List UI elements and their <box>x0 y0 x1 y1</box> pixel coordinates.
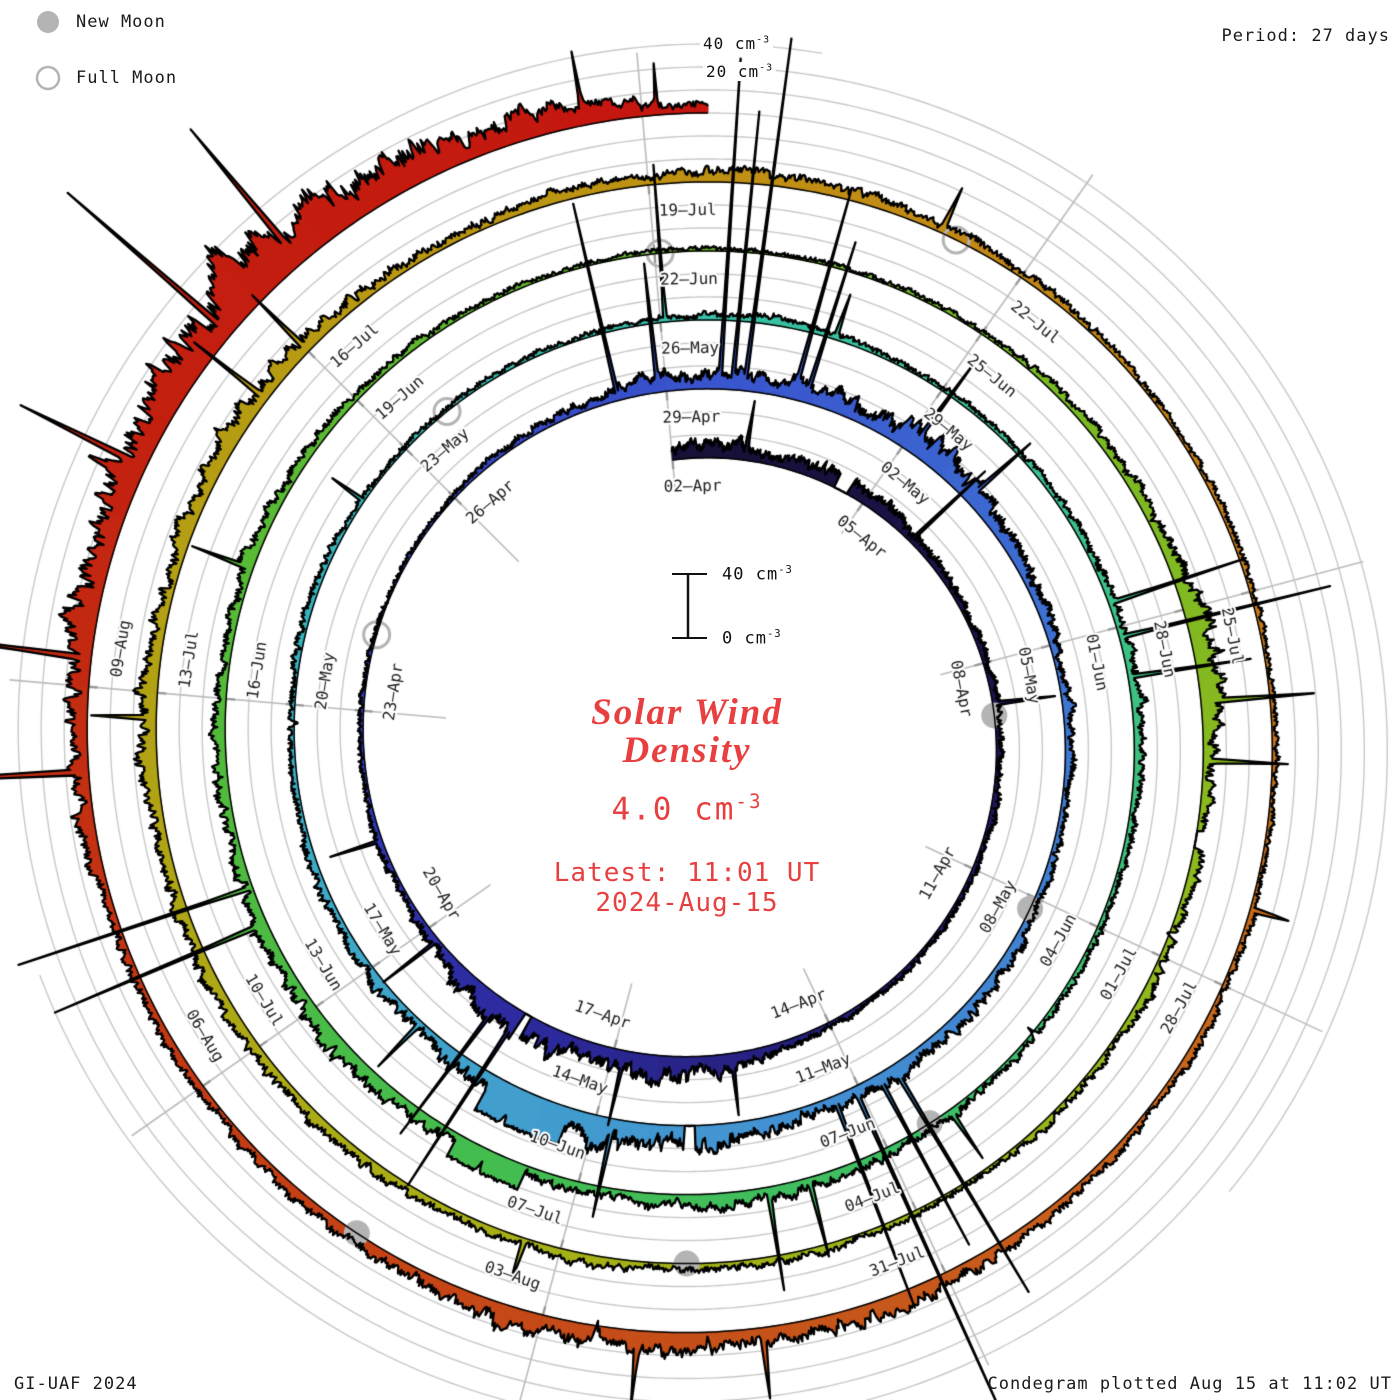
density-scalebar <box>672 573 707 639</box>
plotted-timestamp: Condegram plotted Aug 15 at 11:02 UT <box>987 1374 1392 1394</box>
credit-label: GI-UAF 2024 <box>14 1374 138 1394</box>
scalebar-bottom-label: 0 cm-3 <box>722 628 782 649</box>
legend-full-moon: Full Moon <box>34 64 177 92</box>
plot-title: Solar Wind Density <box>591 694 783 770</box>
new-moon-label: New Moon <box>76 12 166 32</box>
ring-label-40: 40 cm-3 <box>700 34 774 53</box>
mean-density-value: 4.0 cm-3 <box>611 790 763 828</box>
latest-time: Latest: 11:01 UT <box>553 858 821 888</box>
new-moon-icon <box>37 11 59 33</box>
plot-title-line1: Solar Wind <box>591 692 783 733</box>
latest-date: 2024-Aug-15 <box>595 888 779 918</box>
scalebar-top-label: 40 cm-3 <box>722 564 793 585</box>
latest-timestamp: Latest: 11:01 UT 2024-Aug-15 <box>554 858 820 918</box>
ring-label-20: 20 cm-3 <box>703 62 777 81</box>
full-moon-icon <box>35 65 61 91</box>
plot-title-line2: Density <box>622 730 752 771</box>
period-label: Period: 27 days <box>1221 26 1390 46</box>
legend-new-moon: New Moon <box>34 8 166 36</box>
full-moon-label: Full Moon <box>76 68 178 88</box>
